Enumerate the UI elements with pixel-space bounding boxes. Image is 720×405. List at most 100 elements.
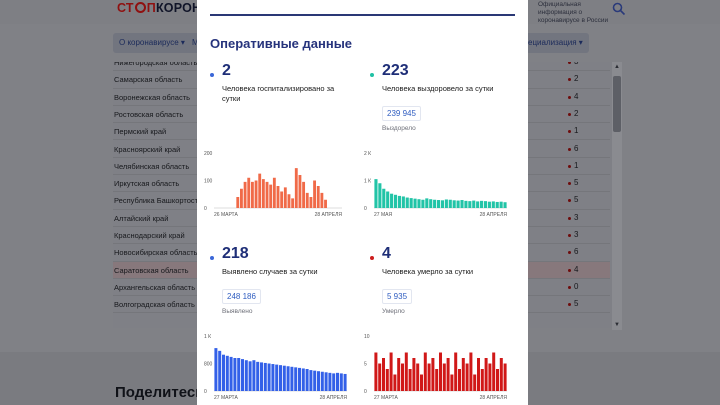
chart-bar[interactable] (275, 364, 279, 391)
chart-bar[interactable] (499, 201, 503, 208)
chart-bar[interactable] (401, 363, 404, 392)
chart-bar[interactable] (492, 352, 496, 392)
chart-bar[interactable] (382, 358, 385, 391)
chart-bar[interactable] (477, 358, 480, 391)
chart-bar[interactable] (393, 374, 397, 392)
chart-bar[interactable] (214, 348, 218, 391)
chart-bar[interactable] (324, 372, 328, 391)
menu-specialization[interactable]: ециализация ▾ (522, 33, 589, 53)
chart-bar[interactable] (429, 199, 433, 208)
chart-bar[interactable] (283, 187, 287, 208)
chart-bar[interactable] (390, 193, 394, 208)
chart-bar[interactable] (309, 370, 313, 391)
chart-bar[interactable] (468, 201, 472, 208)
chart-bar[interactable] (382, 188, 386, 208)
chart-bar[interactable] (243, 181, 247, 208)
chart-bar[interactable] (290, 366, 294, 391)
chart-bar[interactable] (272, 177, 276, 208)
chart-bar[interactable] (446, 358, 450, 391)
chart-bar[interactable] (302, 181, 306, 208)
chart-bar[interactable] (421, 199, 425, 208)
chart-bar[interactable] (436, 200, 441, 208)
chart-bar[interactable] (416, 363, 420, 392)
chart-bar[interactable] (450, 374, 454, 392)
chart-bar[interactable] (343, 373, 347, 391)
chart-bar[interactable] (317, 371, 320, 391)
chart-bar[interactable] (298, 367, 301, 391)
chart-bar[interactable] (420, 374, 423, 392)
chart-bar[interactable] (256, 361, 260, 391)
chart-bar[interactable] (417, 199, 421, 208)
chart-bar[interactable] (316, 186, 320, 208)
chart-bar[interactable] (286, 366, 290, 391)
scroll-up-icon[interactable]: ▲ (614, 64, 620, 70)
chart-bar[interactable] (254, 180, 258, 209)
chart-bar[interactable] (258, 173, 262, 208)
chart-bar[interactable] (233, 358, 237, 391)
chart-bar[interactable] (408, 369, 412, 391)
chart-bar[interactable] (247, 177, 251, 208)
chart-bar[interactable] (405, 197, 409, 208)
chart-bar[interactable] (282, 365, 286, 391)
chart-bar[interactable] (404, 352, 408, 392)
chart-bar[interactable] (269, 184, 273, 208)
chart-bar[interactable] (287, 194, 291, 208)
chart-bar[interactable] (301, 368, 305, 391)
chart-bar[interactable] (260, 362, 263, 391)
chart-bar[interactable] (305, 192, 309, 208)
chart-bar[interactable] (267, 363, 271, 392)
chart-bar[interactable] (496, 369, 499, 391)
chart-bar[interactable] (241, 359, 244, 391)
chart-bar[interactable] (503, 363, 507, 392)
chart-bar[interactable] (320, 192, 324, 208)
chart-bar[interactable] (294, 367, 298, 391)
chart-bar[interactable] (476, 201, 480, 208)
chart-bar[interactable] (454, 352, 458, 392)
search-icon[interactable] (612, 2, 626, 16)
chart-bar[interactable] (298, 175, 302, 208)
chart-bar[interactable] (488, 363, 492, 392)
scroll-down-icon[interactable]: ▼ (614, 322, 620, 328)
chart-bar[interactable] (279, 365, 282, 391)
chart-bar[interactable] (440, 200, 445, 208)
chart-bar[interactable] (412, 358, 416, 391)
chart-bar[interactable] (313, 370, 317, 391)
chart-bar[interactable] (386, 191, 390, 209)
chart-bar[interactable] (218, 350, 222, 391)
chart-bar[interactable] (456, 200, 460, 208)
chart-bar[interactable] (448, 199, 452, 208)
chart-bar[interactable] (336, 372, 339, 391)
chart-bar[interactable] (339, 373, 343, 391)
menu-about-covid[interactable]: О коронавирусе ▾ (113, 33, 191, 53)
regions-scrollbar[interactable]: ▲ ▼ (612, 62, 622, 330)
chart-bar[interactable] (291, 198, 295, 208)
chart-bar[interactable] (503, 202, 507, 208)
chart-bar[interactable] (423, 352, 427, 392)
chart-bar[interactable] (240, 188, 243, 208)
chart-bar[interactable] (397, 195, 401, 208)
chart-bar[interactable] (397, 358, 401, 391)
chart-bar[interactable] (222, 354, 225, 391)
chart-bar[interactable] (229, 356, 233, 391)
chart-bar[interactable] (431, 358, 435, 391)
chart-bar[interactable] (461, 358, 465, 391)
chart-bar[interactable] (385, 369, 389, 391)
chart-bar[interactable] (263, 362, 267, 391)
chart-bar[interactable] (294, 168, 298, 208)
chart-bar[interactable] (439, 352, 442, 392)
chart-bar[interactable] (401, 196, 405, 208)
chart-bar[interactable] (328, 372, 332, 391)
chart-bar[interactable] (250, 181, 254, 208)
chart-bar[interactable] (435, 369, 439, 391)
chart-bar[interactable] (425, 198, 429, 208)
chart-bar[interactable] (305, 369, 309, 391)
chart-bar[interactable] (491, 201, 495, 208)
chart-bar[interactable] (389, 352, 393, 392)
chart-bar[interactable] (236, 197, 240, 208)
chart-bar[interactable] (324, 199, 327, 208)
chart-bar[interactable] (320, 371, 324, 391)
chart-bar[interactable] (413, 198, 417, 208)
chart-bar[interactable] (480, 369, 484, 391)
chart-bar[interactable] (480, 200, 484, 208)
chart-bar[interactable] (499, 358, 503, 391)
